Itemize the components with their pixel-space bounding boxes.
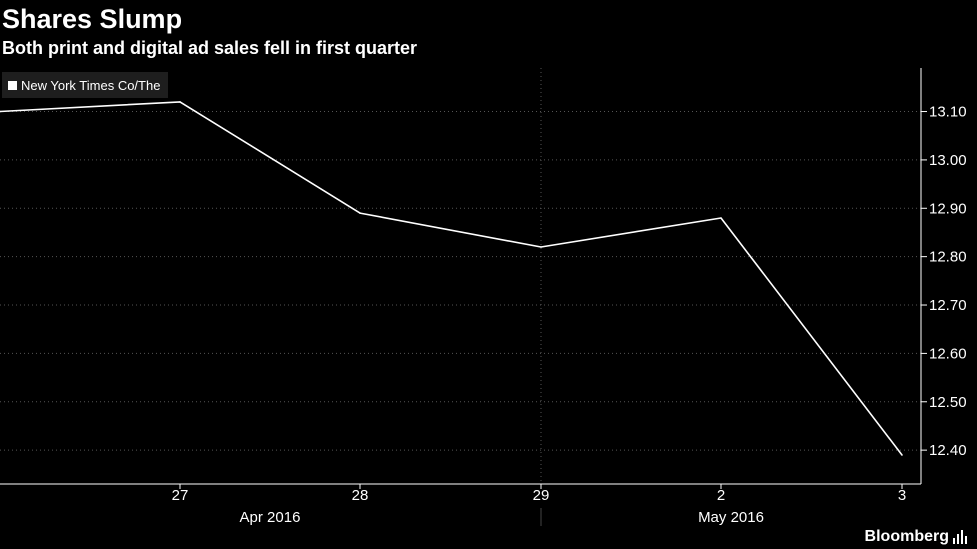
data-point [359,212,361,214]
brand-logo: Bloomberg [865,528,967,546]
x-tick-label: 28 [352,487,369,504]
bar-chart-icon [953,530,967,544]
x-tick-label: 3 [898,487,906,504]
y-tick-label: 12.90 [929,200,967,217]
chart-subtitle: Both print and digital ad sales fell in … [2,38,418,58]
data-point [720,217,722,219]
x-group-label: Apr 2016 [240,509,301,526]
brand-name: Bloomberg [864,528,949,545]
data-point [0,110,1,113]
y-tick-label: 13.00 [929,152,967,169]
chart-legend: New York Times Co/The [2,72,169,98]
data-point [179,101,181,103]
series-line [0,101,903,456]
y-tick-label: 12.40 [929,442,967,459]
y-tick-label: 13.10 [929,104,967,121]
y-tick-label: 12.70 [929,297,967,314]
data-point [540,246,542,248]
x-tick-label: 29 [533,487,550,504]
y-tick-label: 12.50 [929,394,967,411]
chart-title: Shares Slump [2,4,183,34]
x-tick-label: 2 [717,487,725,504]
legend-label: New York Times Co/The [21,77,161,93]
y-tick-label: 12.80 [929,249,967,266]
x-tick-label: 27 [172,487,189,504]
y-tick-label: 12.60 [929,345,967,362]
legend-swatch [8,80,17,90]
x-group-label: May 2016 [698,509,764,526]
data-point [901,454,903,456]
